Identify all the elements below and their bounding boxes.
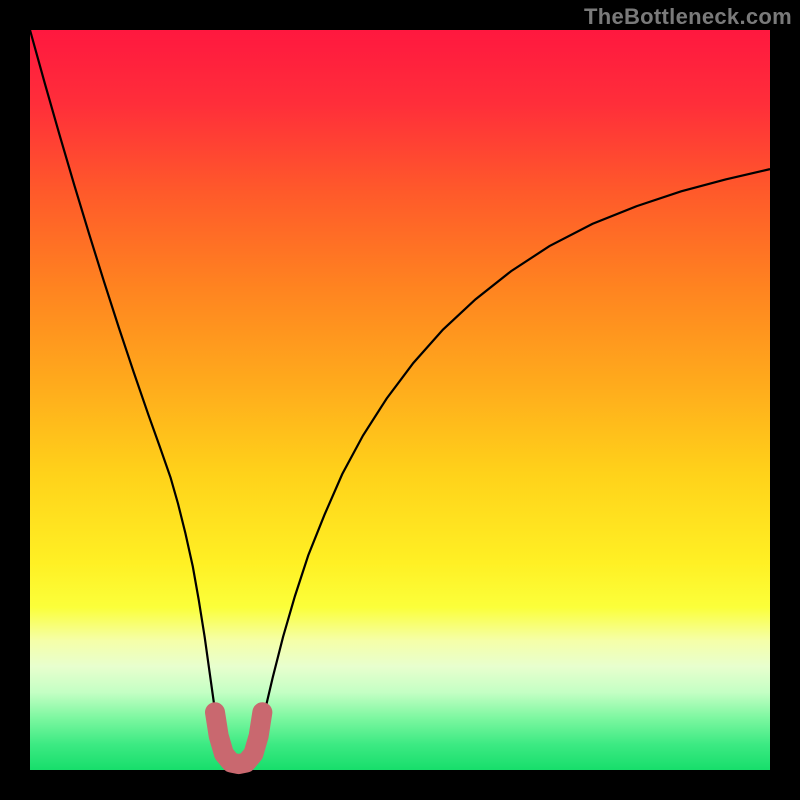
watermark-text: TheBottleneck.com — [584, 4, 792, 30]
plot-background-gradient — [30, 30, 770, 770]
figure-root: TheBottleneck.com — [0, 0, 800, 800]
chart-svg — [0, 0, 800, 800]
